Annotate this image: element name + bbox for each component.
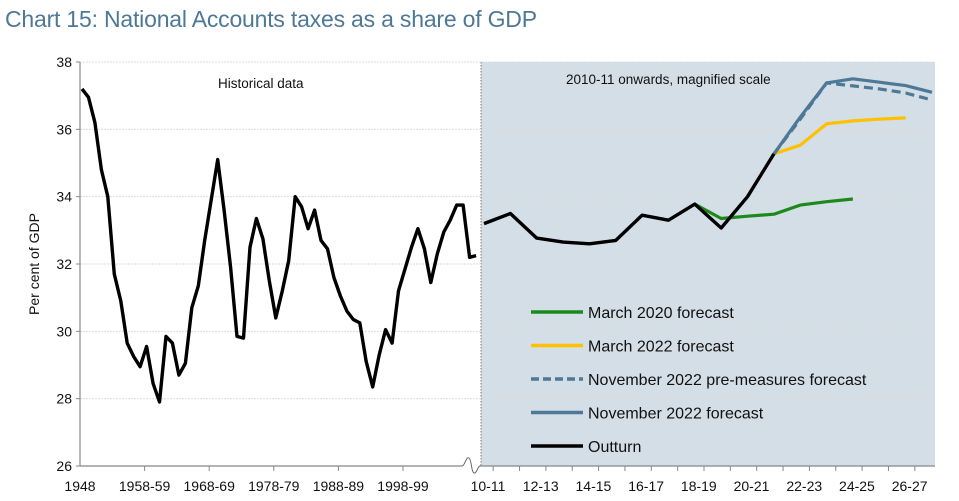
x-tick-label: 26-27	[892, 478, 928, 494]
annotation-historical: Historical data	[218, 76, 304, 91]
legend-label: March 2020 forecast	[588, 305, 734, 322]
x-tick-label: 1998-99	[377, 478, 429, 494]
y-axis-label: Per cent of GDP	[26, 213, 42, 315]
axes: 26 28 30 32 34 36 38 1948 1958-59 1968-69 1978-79 1…	[56, 54, 935, 494]
x-tick-label: 1988-89	[313, 478, 365, 494]
x-tick-label: 1958-59	[119, 478, 171, 494]
series-outturn-historical	[80, 87, 477, 404]
x-tick-label: 20-21	[734, 478, 770, 494]
y-tick-label: 30	[56, 323, 72, 339]
x-tick-label: 12-13	[523, 478, 559, 494]
y-tick-label: 32	[56, 256, 72, 272]
series	[80, 77, 933, 404]
x-tick-label: 18-19	[681, 478, 717, 494]
y-tick-label: 38	[56, 54, 72, 70]
x-tick-label: 1948	[64, 478, 95, 494]
series-march-2020-forecast	[694, 197, 854, 221]
y-tick-label: 26	[56, 458, 72, 474]
x-tick-label: 1978-79	[248, 478, 300, 494]
y-tick-label: 36	[56, 121, 72, 137]
x-tick-label: 24-25	[839, 478, 875, 494]
legend-label: November 2022 pre-measures forecast	[588, 372, 867, 389]
legend-label: November 2022 forecast	[588, 406, 764, 423]
series-november-2022-forecast	[772, 77, 933, 155]
annotation-magnified: 2010-11 onwards, magnified scale	[566, 72, 771, 87]
legend: March 2020 forecast March 2022 forecast No…	[531, 305, 867, 456]
axis-break-icon	[461, 457, 481, 474]
y-tick-label: 28	[56, 391, 72, 407]
x-tick-label: 16-17	[628, 478, 664, 494]
legend-label: March 2022 forecast	[588, 339, 734, 356]
x-tick-label: 10-11	[471, 478, 506, 494]
x-tick-label: 22-23	[786, 478, 822, 494]
series-outturn	[483, 153, 776, 246]
chart-title: Chart 15: National Accounts taxes as a s…	[5, 6, 537, 32]
series-march-2022-forecast	[773, 116, 906, 156]
x-tick-label: 1968-69	[184, 478, 236, 494]
legend-label: Outturn	[588, 439, 641, 456]
y-tick-label: 34	[56, 189, 72, 205]
x-tick-label: 14-15	[576, 478, 612, 494]
